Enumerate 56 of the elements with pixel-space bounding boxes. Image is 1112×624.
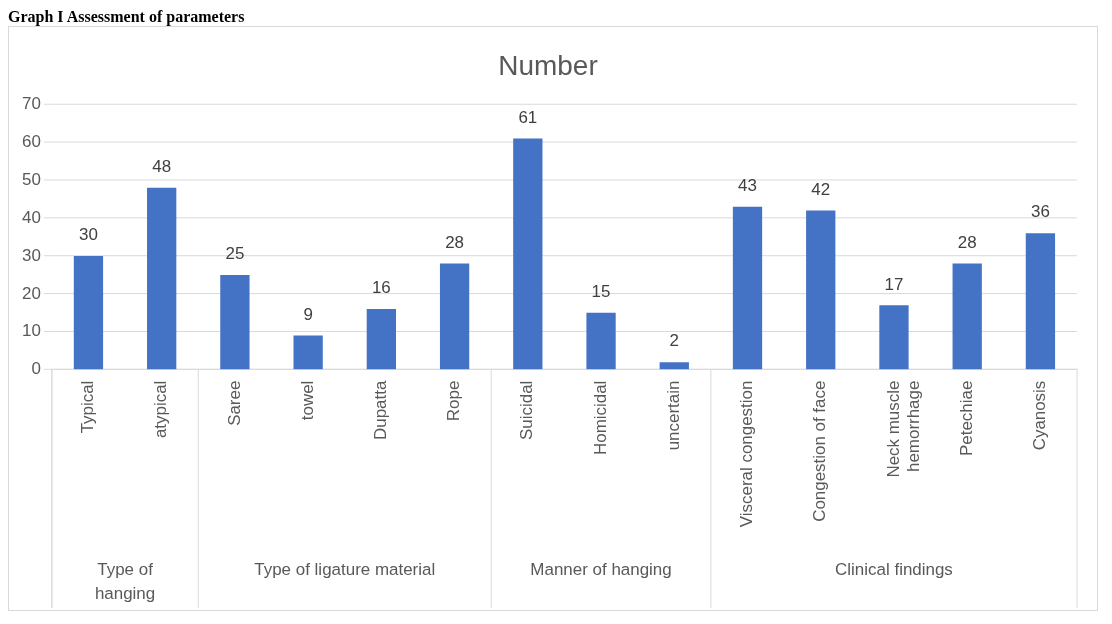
chart-title: Number [498, 50, 598, 82]
text: Type of hanging [94, 559, 156, 603]
bar [659, 362, 689, 370]
data-label: 9 [303, 304, 313, 324]
data-label: 17 [884, 274, 904, 294]
bar [366, 309, 397, 370]
data-label: 48 [152, 156, 172, 176]
x-tick-label: Neck muscle hemorrhage [883, 380, 924, 478]
data-label: 16 [371, 278, 391, 298]
bar [952, 263, 982, 370]
y-tick-label: 60 [21, 131, 41, 151]
data-label: 15 [591, 282, 611, 302]
x-tick-label: Dupatta [371, 380, 391, 440]
data-label: 36 [1030, 202, 1050, 222]
data-label: 2 [669, 331, 679, 351]
bar [73, 255, 104, 370]
bar [220, 274, 250, 370]
data-label: 25 [225, 244, 245, 264]
bar [293, 335, 323, 370]
data-label: 28 [957, 232, 977, 252]
text: Graph I Assessment of parameters [8, 8, 246, 26]
bar [1025, 233, 1056, 370]
bar [732, 206, 763, 370]
bar [879, 305, 909, 370]
text: Type of ligature material [254, 559, 436, 579]
x-tick-label: towel [297, 380, 317, 421]
data-label: 42 [811, 179, 831, 199]
bar [513, 138, 543, 370]
y-tick-label: 70 [21, 94, 41, 113]
x-tick-label: Saree [224, 380, 244, 426]
data-label: 28 [445, 232, 465, 252]
x-tick-label: Suicidal [517, 380, 537, 440]
y-tick-label: 20 [21, 283, 41, 303]
text: Manner of hanging [530, 559, 672, 579]
y-tick-label: 40 [21, 207, 41, 227]
bar [147, 187, 177, 370]
x-tick-label: uncertain [663, 380, 683, 451]
x-tick-label: Congestion of face [810, 380, 830, 522]
x-tick-label: Homicidal [590, 380, 610, 455]
x-tick-label: Rope [444, 380, 464, 422]
x-tick-label: Visceral congestion [737, 380, 757, 528]
y-tick-label: 50 [21, 169, 41, 189]
data-label: 61 [518, 107, 538, 127]
x-tick-label: atypical [151, 380, 171, 439]
x-tick-label: Typical [78, 380, 98, 434]
bar [586, 312, 616, 370]
x-tick-label: Cyanosis [1030, 380, 1050, 451]
text: Clinical findings [835, 559, 953, 579]
x-tick-label: Petechiae [956, 380, 976, 456]
bar [439, 263, 470, 370]
data-label: 30 [79, 225, 98, 245]
y-tick-label: 0 [31, 359, 41, 379]
y-tick-label: 30 [21, 245, 41, 265]
y-tick-label: 10 [21, 321, 41, 341]
bar [806, 210, 836, 370]
data-label: 43 [738, 175, 757, 195]
